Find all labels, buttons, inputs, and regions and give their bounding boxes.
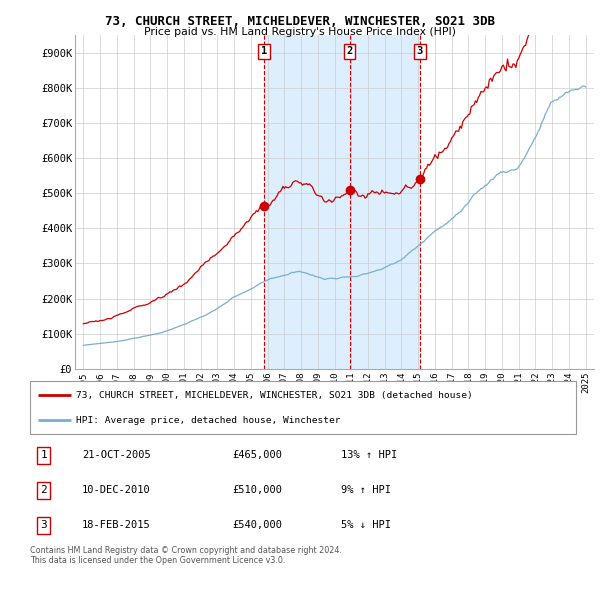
Text: 13% ↑ HPI: 13% ↑ HPI bbox=[341, 450, 397, 460]
FancyBboxPatch shape bbox=[30, 381, 576, 434]
Text: 5% ↓ HPI: 5% ↓ HPI bbox=[341, 520, 391, 530]
Text: 1: 1 bbox=[261, 46, 268, 56]
Text: £510,000: £510,000 bbox=[232, 486, 282, 495]
Text: This data is licensed under the Open Government Licence v3.0.: This data is licensed under the Open Gov… bbox=[30, 556, 286, 565]
Text: 9% ↑ HPI: 9% ↑ HPI bbox=[341, 486, 391, 495]
Text: £540,000: £540,000 bbox=[232, 520, 282, 530]
Text: Price paid vs. HM Land Registry's House Price Index (HPI): Price paid vs. HM Land Registry's House … bbox=[144, 27, 456, 37]
Text: 3: 3 bbox=[40, 520, 47, 530]
Text: HPI: Average price, detached house, Winchester: HPI: Average price, detached house, Winc… bbox=[76, 416, 341, 425]
Text: 73, CHURCH STREET, MICHELDEVER, WINCHESTER, SO21 3DB: 73, CHURCH STREET, MICHELDEVER, WINCHEST… bbox=[105, 15, 495, 28]
Text: 2: 2 bbox=[346, 46, 353, 56]
Text: 2: 2 bbox=[40, 486, 47, 495]
Text: £465,000: £465,000 bbox=[232, 450, 282, 460]
Bar bbox=[264, 35, 350, 369]
Text: 1: 1 bbox=[40, 450, 47, 460]
Text: Contains HM Land Registry data © Crown copyright and database right 2024.: Contains HM Land Registry data © Crown c… bbox=[30, 546, 342, 555]
Text: 73, CHURCH STREET, MICHELDEVER, WINCHESTER, SO21 3DB (detached house): 73, CHURCH STREET, MICHELDEVER, WINCHEST… bbox=[76, 391, 473, 400]
Text: 21-OCT-2005: 21-OCT-2005 bbox=[82, 450, 151, 460]
Bar bbox=[350, 35, 420, 369]
Text: 18-FEB-2015: 18-FEB-2015 bbox=[82, 520, 151, 530]
Text: 10-DEC-2010: 10-DEC-2010 bbox=[82, 486, 151, 495]
Text: 3: 3 bbox=[417, 46, 423, 56]
